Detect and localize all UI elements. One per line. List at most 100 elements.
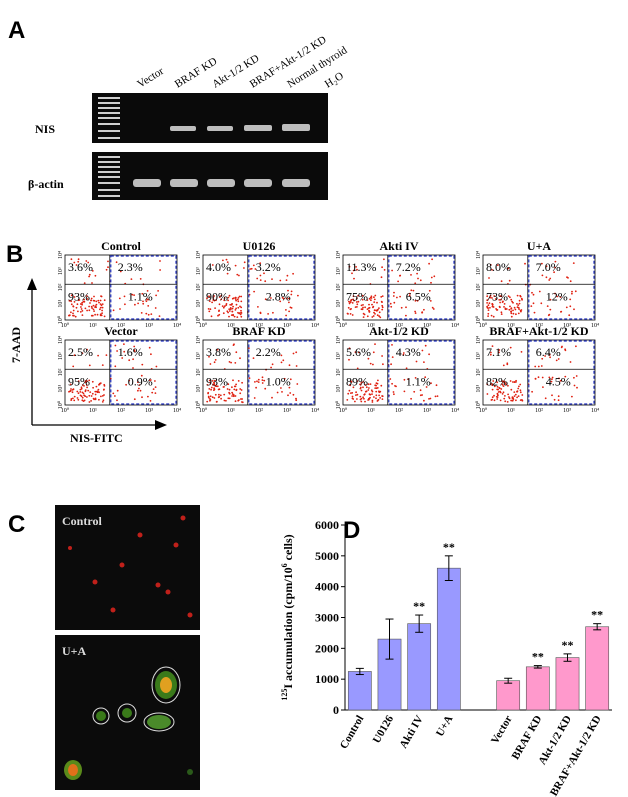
- event-dot: [295, 397, 297, 400]
- y-tick-label: 3000: [315, 611, 339, 625]
- event-dot: [88, 309, 91, 312]
- event-dot: [574, 290, 577, 293]
- event-dot: [228, 315, 230, 318]
- event-dot: [234, 298, 237, 300]
- event-dot: [489, 264, 492, 266]
- event-dot: [430, 276, 433, 279]
- event-dot: [90, 299, 92, 302]
- event-dot: [86, 396, 88, 398]
- event-dot: [133, 349, 136, 351]
- event-dot: [283, 377, 286, 380]
- event-dot: [363, 393, 366, 396]
- flow-tick-label: 10⁰: [479, 407, 488, 414]
- event-dot: [257, 381, 260, 383]
- event-dot: [429, 397, 432, 400]
- event-dot: [492, 315, 495, 318]
- event-dot: [553, 398, 556, 401]
- event-dot: [564, 348, 566, 351]
- event-dot: [95, 300, 98, 303]
- event-dot: [141, 363, 144, 366]
- event-dot: [296, 383, 299, 385]
- flow-tick-label: 10³: [196, 267, 202, 275]
- event-dot: [493, 385, 496, 388]
- event-dot: [380, 384, 383, 387]
- event-dot: [554, 292, 556, 295]
- event-dot: [210, 388, 213, 391]
- event-dot: [214, 393, 217, 396]
- event-dot: [288, 310, 290, 313]
- x-tick-label: Vector: [489, 713, 515, 746]
- event-dot: [423, 399, 425, 402]
- event-dot: [80, 387, 83, 390]
- event-dot: [96, 313, 99, 316]
- event-dot: [512, 381, 514, 383]
- event-dot: [515, 399, 517, 402]
- event-dot: [513, 391, 516, 393]
- event-dot: [348, 265, 351, 268]
- event-dot: [231, 303, 234, 305]
- event-dot: [140, 374, 143, 377]
- event-dot: [218, 303, 221, 306]
- event-dot: [77, 258, 80, 261]
- event-dot: [513, 395, 516, 397]
- event-dot: [99, 313, 102, 316]
- flow-tick-label: 10¹: [58, 300, 64, 308]
- event-dot: [402, 353, 405, 356]
- event-dot: [402, 352, 405, 354]
- event-dot: [521, 394, 524, 396]
- event-dot: [270, 297, 272, 299]
- event-dot: [267, 313, 269, 315]
- event-dot: [261, 376, 264, 379]
- event-dot: [280, 387, 282, 389]
- event-dot: [213, 295, 216, 297]
- event-dot: [282, 297, 285, 300]
- event-dot: [149, 379, 152, 381]
- event-dot: [435, 384, 438, 387]
- event-dot: [350, 308, 352, 310]
- event-dot: [285, 279, 288, 281]
- quadrant-percent: 1.6%: [118, 345, 143, 359]
- event-dot: [354, 400, 356, 403]
- event-dot: [147, 298, 149, 301]
- event-dot: [499, 295, 502, 297]
- event-dot: [369, 362, 372, 365]
- event-dot: [99, 306, 102, 309]
- event-dot: [516, 396, 518, 399]
- event-dot: [119, 308, 121, 310]
- event-dot: [491, 303, 494, 306]
- event-dot: [240, 309, 242, 312]
- event-dot: [77, 398, 80, 401]
- event-dot: [249, 268, 252, 270]
- event-dot: [428, 398, 430, 400]
- event-dot: [73, 354, 76, 357]
- event-dot: [236, 298, 239, 301]
- event-dot: [487, 312, 490, 315]
- plot-title: U+A: [527, 239, 552, 253]
- event-dot: [229, 303, 232, 306]
- event-dot: [77, 380, 80, 383]
- flow-tick-label: 10²: [255, 323, 263, 329]
- event-dot: [94, 393, 97, 396]
- event-dot: [573, 308, 575, 311]
- event-dot: [372, 305, 375, 308]
- event-dot: [125, 383, 127, 386]
- event-dot: [371, 316, 374, 318]
- event-dot: [550, 380, 553, 383]
- event-dot: [99, 308, 101, 311]
- event-dot: [555, 359, 558, 362]
- event-dot: [235, 383, 238, 386]
- lane-label: Vector: [135, 65, 166, 91]
- event-dot: [569, 298, 572, 301]
- flow-tick-label: 10¹: [367, 408, 375, 414]
- flow-tick-label: 10²: [58, 283, 64, 291]
- event-dot: [227, 397, 230, 400]
- event-dot: [145, 312, 148, 315]
- event-dot: [541, 357, 544, 360]
- event-dot: [236, 316, 239, 318]
- event-dot: [373, 309, 376, 312]
- event-dot: [237, 380, 240, 382]
- event-dot: [82, 392, 85, 395]
- event-dot: [507, 384, 509, 387]
- event-dot: [541, 376, 544, 379]
- event-dot: [123, 350, 126, 353]
